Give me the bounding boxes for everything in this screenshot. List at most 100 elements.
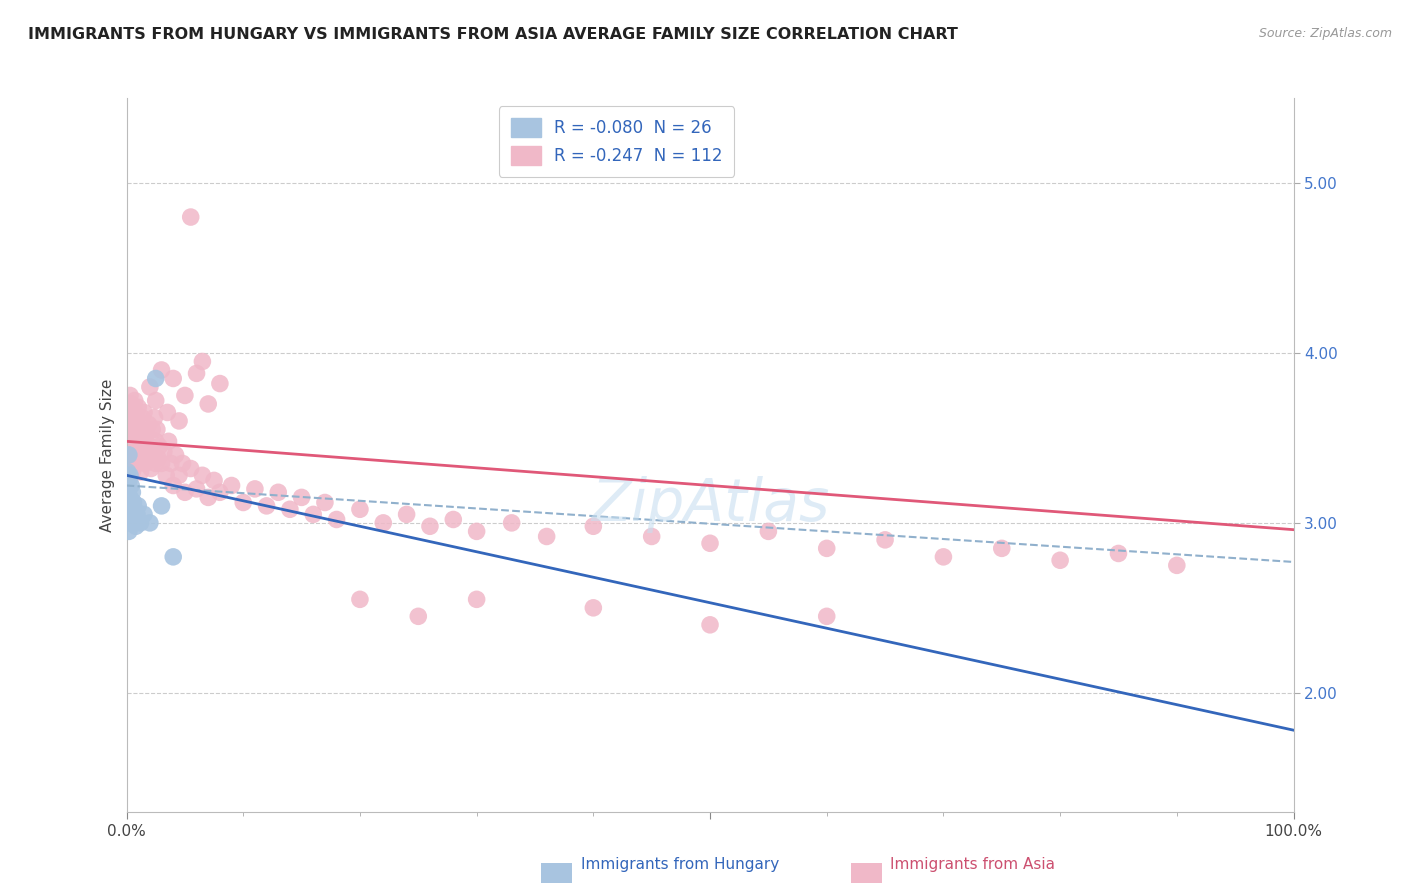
Point bbox=[465, 592, 488, 607]
Point bbox=[221, 478, 243, 492]
Point bbox=[122, 516, 145, 530]
Point bbox=[118, 431, 141, 445]
Point bbox=[641, 529, 664, 543]
Point bbox=[197, 491, 219, 505]
Point bbox=[118, 465, 141, 479]
Point bbox=[1049, 553, 1071, 567]
Point bbox=[302, 508, 325, 522]
Point bbox=[132, 434, 155, 449]
Point bbox=[191, 354, 214, 368]
Point bbox=[150, 499, 173, 513]
Point bbox=[131, 410, 153, 425]
Point bbox=[132, 405, 155, 419]
Point bbox=[121, 485, 143, 500]
Point bbox=[756, 524, 779, 539]
Point bbox=[160, 457, 183, 471]
Point bbox=[117, 508, 139, 522]
Point bbox=[191, 468, 214, 483]
Point bbox=[314, 495, 336, 509]
Point bbox=[180, 461, 202, 475]
Point bbox=[146, 451, 169, 466]
Point bbox=[138, 417, 160, 432]
Point bbox=[145, 457, 167, 471]
Point bbox=[145, 434, 167, 449]
Point bbox=[290, 491, 312, 505]
Point bbox=[120, 457, 142, 471]
Point bbox=[142, 448, 165, 462]
Point bbox=[186, 482, 208, 496]
Point bbox=[145, 393, 167, 408]
Y-axis label: Average Family Size: Average Family Size bbox=[100, 378, 115, 532]
Point bbox=[162, 478, 184, 492]
Point bbox=[139, 380, 162, 394]
Point bbox=[197, 397, 219, 411]
Point bbox=[118, 474, 141, 488]
Point bbox=[125, 410, 148, 425]
Point bbox=[139, 461, 162, 475]
Point bbox=[132, 451, 155, 466]
Point bbox=[118, 524, 141, 539]
Point bbox=[162, 371, 184, 385]
Point bbox=[118, 499, 141, 513]
Point bbox=[141, 422, 163, 436]
Point bbox=[127, 431, 149, 445]
Point bbox=[122, 451, 145, 466]
Point bbox=[120, 431, 142, 445]
Point bbox=[167, 414, 190, 428]
Point bbox=[582, 600, 605, 615]
Point bbox=[117, 439, 139, 453]
Text: ZipAtlas: ZipAtlas bbox=[591, 476, 830, 533]
Point bbox=[150, 363, 173, 377]
Point bbox=[124, 417, 146, 432]
Text: Immigrants from Hungary: Immigrants from Hungary bbox=[581, 857, 779, 872]
Point bbox=[120, 478, 142, 492]
Point bbox=[118, 388, 141, 402]
Point bbox=[256, 499, 278, 513]
Point bbox=[118, 516, 141, 530]
Point bbox=[243, 482, 266, 496]
Point bbox=[990, 541, 1012, 556]
Point bbox=[120, 499, 142, 513]
Point bbox=[117, 465, 139, 479]
Point bbox=[815, 541, 838, 556]
Point bbox=[118, 397, 141, 411]
Point bbox=[132, 508, 155, 522]
Point bbox=[208, 485, 231, 500]
Text: IMMIGRANTS FROM HUNGARY VS IMMIGRANTS FROM ASIA AVERAGE FAMILY SIZE CORRELATION : IMMIGRANTS FROM HUNGARY VS IMMIGRANTS FR… bbox=[28, 27, 957, 42]
Point bbox=[875, 533, 897, 547]
Point bbox=[124, 393, 146, 408]
Point bbox=[155, 468, 177, 483]
Point bbox=[121, 465, 143, 479]
Point bbox=[139, 516, 162, 530]
Point bbox=[536, 529, 558, 543]
Point bbox=[278, 502, 301, 516]
Point bbox=[118, 448, 141, 462]
Point bbox=[129, 465, 152, 479]
Point bbox=[118, 422, 141, 436]
Point bbox=[267, 485, 290, 500]
Point bbox=[128, 444, 150, 458]
Point bbox=[145, 371, 167, 385]
Point bbox=[699, 536, 721, 550]
Point bbox=[131, 439, 153, 453]
Point bbox=[127, 457, 149, 471]
Point bbox=[122, 401, 145, 415]
Point bbox=[408, 609, 430, 624]
Point bbox=[349, 502, 371, 516]
Point bbox=[125, 422, 148, 436]
Point bbox=[232, 495, 254, 509]
Point bbox=[165, 448, 187, 462]
Point bbox=[699, 617, 721, 632]
Point bbox=[127, 401, 149, 415]
Point bbox=[129, 516, 152, 530]
Point bbox=[172, 457, 194, 471]
Point bbox=[156, 405, 179, 419]
Point bbox=[174, 485, 197, 500]
Text: Immigrants from Asia: Immigrants from Asia bbox=[890, 857, 1054, 872]
Point bbox=[134, 457, 156, 471]
Point bbox=[125, 519, 148, 533]
Point bbox=[124, 502, 146, 516]
Point bbox=[162, 549, 184, 564]
Point bbox=[174, 388, 197, 402]
Point bbox=[125, 508, 148, 522]
